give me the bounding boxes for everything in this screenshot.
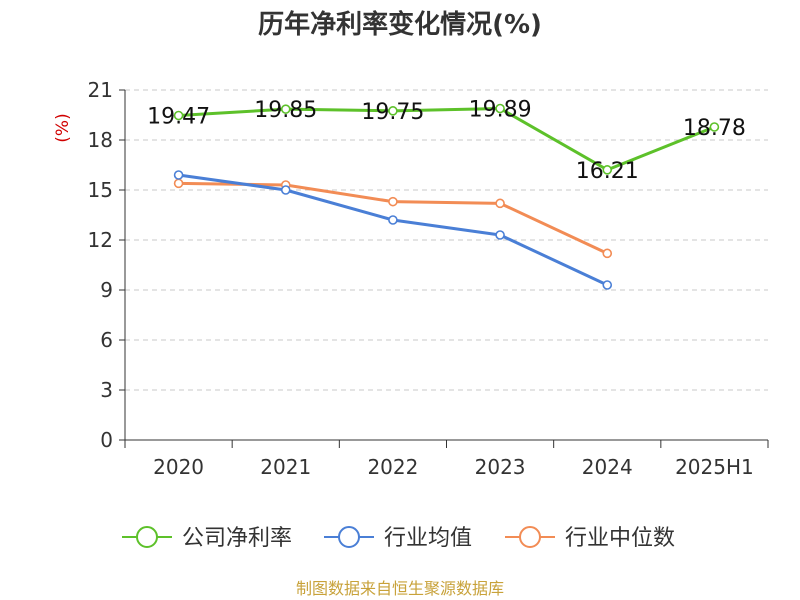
point-0-2 <box>388 106 398 116</box>
point-1-3 <box>495 230 505 240</box>
source-note: 制图数据来自恒生聚源数据库 <box>296 579 504 598</box>
point-2-4 <box>602 248 613 259</box>
data-labels: 19.47 19.85 19.75 19.89 16.21 18.78 <box>147 98 746 184</box>
point-2-2 <box>388 196 398 207</box>
y-tick-label-12: 12 <box>88 228 113 252</box>
series-line-0 <box>178 107 715 172</box>
legend-item-1: 行业均值 <box>324 526 472 551</box>
legend-label-2: 行业中位数 <box>565 526 675 551</box>
y-tick-labels: 0 3 6 9 12 15 18 21 <box>88 78 113 452</box>
legend-label-0: 公司净利率 <box>182 526 292 551</box>
legend-marker-1 <box>338 526 360 548</box>
series-0 <box>173 103 720 175</box>
legend-marker-0 <box>136 526 158 548</box>
data-label-0-5: 18.78 <box>683 116 746 141</box>
point-2-0 <box>173 178 184 189</box>
point-0-1 <box>280 104 291 114</box>
y-tick-label-15: 15 <box>88 178 113 202</box>
x-tick-labels: 2020 2021 2022 2023 2024 2025H1 <box>153 455 754 479</box>
y-tick-label-6: 6 <box>100 328 113 352</box>
y-tick-label-18: 18 <box>88 128 113 152</box>
y-tick-label-9: 9 <box>100 278 113 302</box>
point-1-2 <box>388 215 398 225</box>
point-1-1 <box>280 185 291 195</box>
point-0-5 <box>709 122 720 132</box>
legend-item-0: 公司净利率 <box>122 526 292 551</box>
x-tick-label-2022: 2022 <box>367 455 418 479</box>
legend-marker-2 <box>519 526 541 548</box>
series-line-1 <box>178 173 608 287</box>
data-label-0-3: 19.89 <box>469 98 532 123</box>
x-tick-label-2020: 2020 <box>153 455 204 479</box>
series-lines <box>173 103 720 290</box>
legend: 公司净利率 行业均值 行业中位数 <box>122 526 675 551</box>
legend-item-2: 行业中位数 <box>505 526 675 551</box>
grid-lines <box>125 89 768 391</box>
x-tick-label-2023: 2023 <box>475 455 526 479</box>
chart-title: 历年净利率变化情况(%) <box>258 9 542 40</box>
data-label-0-0: 19.47 <box>147 105 210 130</box>
data-label-0-4: 16.21 <box>576 159 639 184</box>
x-tick-label-2025H1: 2025H1 <box>675 455 754 479</box>
y-tick-label-21: 21 <box>88 78 113 102</box>
x-tick-label-2021: 2021 <box>260 455 311 479</box>
point-0-0 <box>173 110 184 121</box>
y-axis-unit: (%) <box>53 113 73 142</box>
point-0-3 <box>495 103 505 114</box>
data-label-0-1: 19.85 <box>254 98 317 123</box>
legend-label-1: 行业均值 <box>384 526 472 551</box>
x-tick-label-2024: 2024 <box>582 455 633 479</box>
point-1-0 <box>173 170 184 180</box>
y-tick-label-3: 3 <box>100 378 113 402</box>
point-0-4 <box>602 165 613 175</box>
y-tick-label-0: 0 <box>100 428 113 452</box>
series-1 <box>173 170 613 290</box>
point-1-4 <box>602 280 613 290</box>
point-2-3 <box>495 198 505 209</box>
axes <box>119 89 769 448</box>
data-label-0-2: 19.75 <box>361 100 424 125</box>
